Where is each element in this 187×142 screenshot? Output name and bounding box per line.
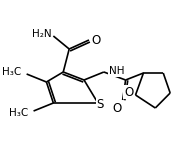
Text: H₃C: H₃C [9, 108, 28, 118]
Text: S: S [96, 98, 104, 110]
Text: O: O [124, 85, 133, 99]
Text: O: O [91, 34, 101, 46]
Text: NH: NH [109, 66, 124, 76]
Text: O: O [112, 102, 121, 114]
Text: H₂N: H₂N [32, 29, 51, 39]
Text: H₃C: H₃C [2, 67, 21, 77]
